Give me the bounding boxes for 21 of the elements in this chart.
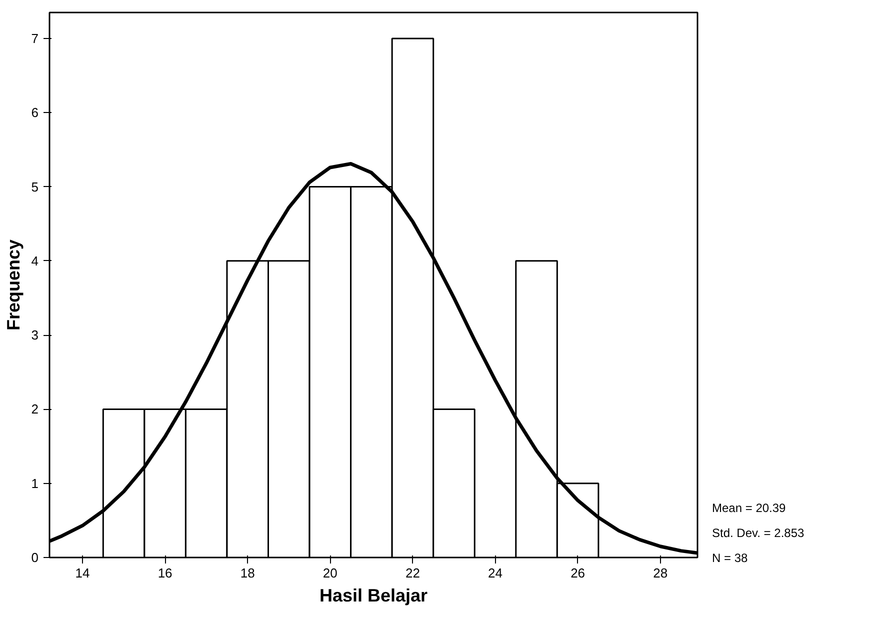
y-tick-label: 6	[31, 105, 39, 120]
y-tick-label: 2	[31, 402, 39, 417]
x-tick-label: 14	[75, 566, 90, 580]
x-tick-label: 24	[488, 566, 502, 580]
x-tick-label: 16	[158, 566, 172, 580]
x-axis-title: Hasil Belajar	[319, 586, 428, 606]
text: N = 38	[712, 550, 748, 567]
x-tick-label: 18	[240, 566, 255, 580]
y-tick-label: 0	[31, 550, 39, 565]
text: Std. Dev. = 2.853	[712, 525, 804, 542]
y-axis-title: Frequency	[3, 239, 24, 331]
y-tick-label: 3	[31, 328, 39, 343]
y-tick-label: 4	[31, 253, 39, 268]
y-tick-label: 1	[31, 476, 39, 491]
y-tick-label: 5	[31, 179, 39, 194]
y-tick-label: 7	[31, 30, 39, 46]
x-tick-label: 26	[570, 566, 586, 580]
x-tick-label: 22	[405, 566, 420, 580]
x-tick-label: 28	[653, 566, 668, 580]
text: Mean = 20.39	[712, 500, 786, 517]
x-tick-label: 20	[322, 566, 338, 580]
